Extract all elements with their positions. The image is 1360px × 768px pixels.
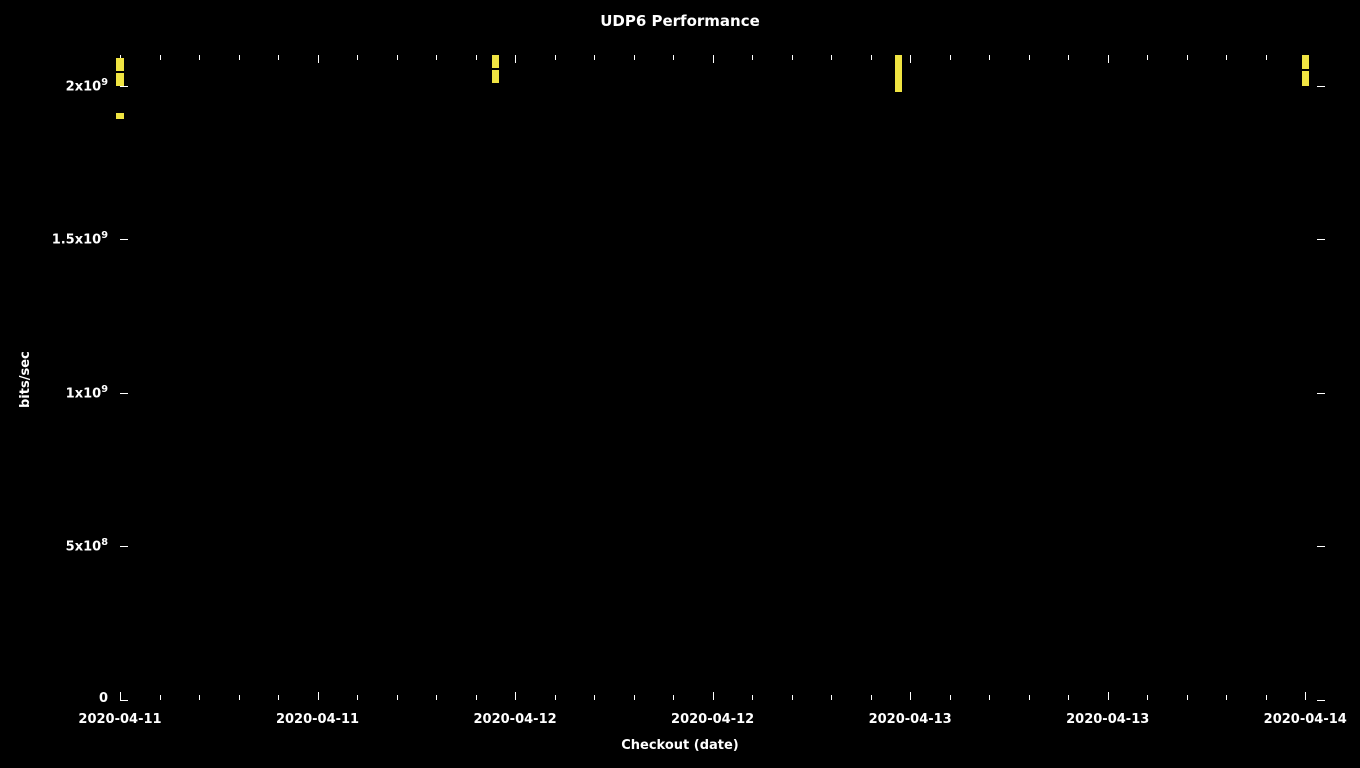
x-minor-tick-mark <box>831 695 832 700</box>
x-minor-tick-mark <box>397 55 398 60</box>
x-minor-tick-mark <box>357 695 358 700</box>
x-minor-tick-mark <box>357 55 358 60</box>
x-minor-tick-mark <box>1029 55 1030 60</box>
candle-gap <box>492 68 499 70</box>
x-tick-label: 2020-04-13 <box>869 712 952 727</box>
x-minor-tick-mark <box>792 55 793 60</box>
y-tick-label: 5x108 <box>66 537 108 554</box>
y-tick-mark <box>120 393 128 394</box>
y-tick-label: 1.5x109 <box>52 230 108 247</box>
x-minor-tick-mark <box>634 695 635 700</box>
chart-title: UDP6 Performance <box>0 12 1360 30</box>
x-minor-tick-mark <box>594 55 595 60</box>
x-minor-tick-mark <box>160 695 161 700</box>
x-major-tick-mark <box>318 692 319 700</box>
y-tick-mark <box>1317 239 1325 240</box>
x-tick-label: 2020-04-11 <box>78 712 161 727</box>
y-tick-mark <box>1317 546 1325 547</box>
x-minor-tick-mark <box>950 695 951 700</box>
chart-container: UDP6 Performance bits/sec Checkout (date… <box>0 0 1360 768</box>
x-minor-tick-mark <box>239 55 240 60</box>
x-minor-tick-mark <box>752 55 753 60</box>
x-minor-tick-mark <box>871 55 872 60</box>
x-minor-tick-mark <box>199 55 200 60</box>
x-minor-tick-mark <box>1266 695 1267 700</box>
x-minor-tick-mark <box>871 695 872 700</box>
y-tick-mark <box>120 700 128 701</box>
x-minor-tick-mark <box>792 695 793 700</box>
y-tick-label: 2x109 <box>66 77 108 94</box>
x-minor-tick-mark <box>278 55 279 60</box>
x-minor-tick-mark <box>673 695 674 700</box>
x-minor-tick-mark <box>1029 695 1030 700</box>
x-minor-tick-mark <box>673 55 674 60</box>
candle-low-segment <box>116 113 123 119</box>
x-tick-label: 2020-04-11 <box>276 712 359 727</box>
x-minor-tick-mark <box>1266 55 1267 60</box>
x-major-tick-mark <box>910 692 911 700</box>
x-minor-tick-mark <box>989 695 990 700</box>
x-minor-tick-mark <box>199 695 200 700</box>
y-tick-mark <box>120 239 128 240</box>
x-minor-tick-mark <box>1226 55 1227 60</box>
y-tick-label: 0 <box>99 691 108 706</box>
x-minor-tick-mark <box>476 695 477 700</box>
x-major-tick-mark <box>318 55 319 63</box>
x-minor-tick-mark <box>1068 695 1069 700</box>
x-tick-label: 2020-04-12 <box>474 712 557 727</box>
y-axis-label: bits/sec <box>18 351 33 408</box>
x-minor-tick-mark <box>1226 695 1227 700</box>
y-tick-mark <box>120 546 128 547</box>
x-minor-tick-mark <box>1068 55 1069 60</box>
y-tick-mark <box>120 86 128 87</box>
x-major-tick-mark <box>515 692 516 700</box>
x-major-tick-mark <box>713 55 714 63</box>
x-major-tick-mark <box>1108 55 1109 63</box>
x-minor-tick-mark <box>476 55 477 60</box>
x-minor-tick-mark <box>397 695 398 700</box>
x-minor-tick-mark <box>555 55 556 60</box>
x-minor-tick-mark <box>555 695 556 700</box>
x-minor-tick-mark <box>752 695 753 700</box>
x-minor-tick-mark <box>436 695 437 700</box>
x-tick-label: 2020-04-13 <box>1066 712 1149 727</box>
x-major-tick-mark <box>120 692 121 700</box>
candle-body <box>895 55 902 92</box>
x-minor-tick-mark <box>436 55 437 60</box>
x-minor-tick-mark <box>950 55 951 60</box>
x-minor-tick-mark <box>989 55 990 60</box>
x-minor-tick-mark <box>594 695 595 700</box>
y-tick-mark <box>1317 700 1325 701</box>
plot-area <box>120 55 1325 700</box>
x-minor-tick-mark <box>1187 695 1188 700</box>
x-minor-tick-mark <box>278 695 279 700</box>
x-tick-label: 2020-04-14 <box>1264 712 1347 727</box>
x-major-tick-mark <box>910 55 911 63</box>
candle-gap <box>116 71 123 73</box>
x-major-tick-mark <box>713 692 714 700</box>
x-axis-label: Checkout (date) <box>0 738 1360 753</box>
y-tick-label: 1x109 <box>66 384 108 401</box>
x-minor-tick-mark <box>1147 55 1148 60</box>
x-minor-tick-mark <box>160 55 161 60</box>
x-minor-tick-mark <box>1187 55 1188 60</box>
y-tick-mark <box>1317 86 1325 87</box>
x-minor-tick-mark <box>1147 695 1148 700</box>
x-major-tick-mark <box>1108 692 1109 700</box>
x-minor-tick-mark <box>634 55 635 60</box>
x-major-tick-mark <box>515 55 516 63</box>
x-tick-label: 2020-04-12 <box>671 712 754 727</box>
y-tick-mark <box>1317 393 1325 394</box>
x-minor-tick-mark <box>831 55 832 60</box>
x-major-tick-mark <box>1305 692 1306 700</box>
x-minor-tick-mark <box>239 695 240 700</box>
candle-gap <box>1302 69 1309 71</box>
